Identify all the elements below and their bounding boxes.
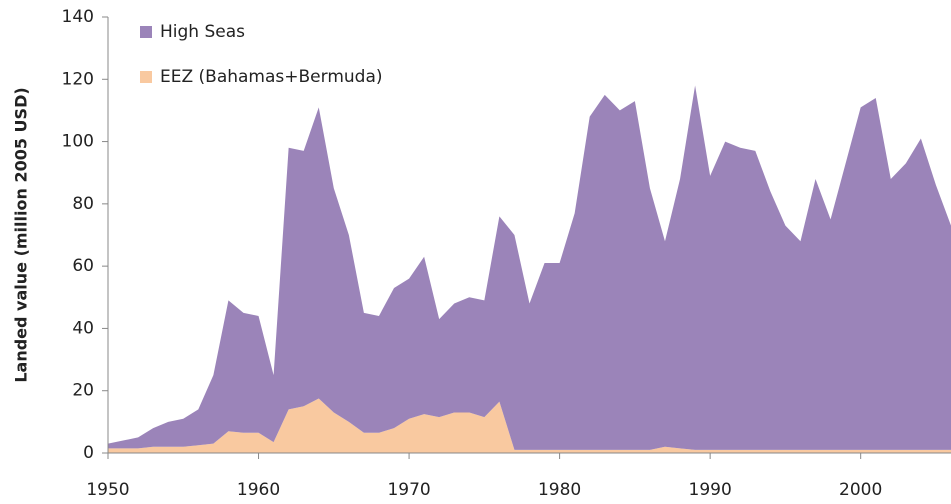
y-tick-label: 60 xyxy=(72,256,94,276)
x-tick-label: 1970 xyxy=(387,480,430,500)
legend-label: EEZ (Bahamas+Bermuda) xyxy=(160,67,383,87)
y-tick-label: 0 xyxy=(83,443,94,463)
x-tick-label: 1950 xyxy=(86,480,129,500)
legend-swatch xyxy=(140,26,152,38)
y-axis-label: Landed value (million 2005 USD) xyxy=(12,87,31,382)
area xyxy=(108,85,951,450)
x-tick-label: 1980 xyxy=(538,480,581,500)
legend-swatch xyxy=(140,71,152,83)
y-tick-label: 140 xyxy=(62,7,94,27)
area xyxy=(108,398,951,453)
x-tick-label: 1960 xyxy=(237,480,280,500)
x-tick-label: 1990 xyxy=(689,480,732,500)
legend-label: High Seas xyxy=(160,22,245,42)
y-tick-label: 120 xyxy=(62,69,94,89)
y-tick-label: 80 xyxy=(72,194,94,214)
x-tick-label: 2000 xyxy=(839,480,882,500)
y-tick-label: 100 xyxy=(62,132,94,152)
y-tick-label: 20 xyxy=(72,381,94,401)
y-tick-label: 40 xyxy=(72,318,94,338)
